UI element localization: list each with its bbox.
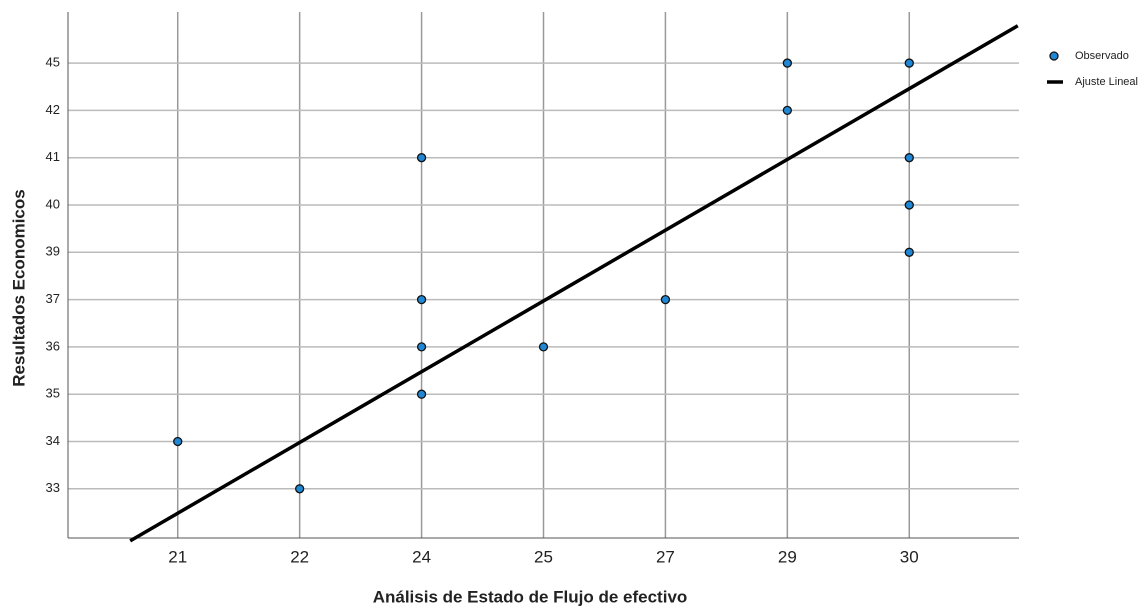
x-tick-label: 22	[290, 547, 309, 566]
point	[173, 436, 183, 447]
fit-line	[129, 24, 1019, 543]
x-tick-label: 25	[534, 547, 553, 566]
point	[416, 389, 427, 399]
x-tick-label: 29	[778, 547, 797, 566]
y-axis-title: Resultados Economicos	[9, 189, 28, 386]
y-tick-label: 42	[46, 102, 60, 117]
x-tick-label: 30	[900, 547, 919, 566]
point	[538, 342, 549, 352]
point	[416, 153, 427, 163]
legend-label: Observado	[1075, 50, 1129, 62]
point	[416, 294, 427, 305]
point	[660, 294, 671, 305]
x-axis-title: Análisis de Estado de Flujo de efectivo	[373, 587, 688, 606]
point	[782, 58, 792, 68]
y-tick-label: 39	[46, 244, 60, 259]
y-tick-label: 33	[46, 480, 60, 495]
y-tick-label: 36	[46, 338, 60, 353]
y-tick-label: 35	[46, 386, 60, 401]
legend-swatch	[1049, 51, 1059, 61]
point	[904, 153, 914, 163]
y-tick-label: 40	[46, 196, 60, 211]
point	[416, 342, 427, 352]
x-tick-label: 27	[656, 547, 675, 566]
y-tick-label: 45	[46, 55, 60, 70]
point	[904, 247, 914, 257]
point	[904, 200, 914, 210]
point	[904, 58, 914, 68]
y-tick-label: 37	[46, 291, 60, 306]
y-tick-label: 41	[46, 149, 60, 164]
legend-label: Ajuste Lineal	[1075, 76, 1138, 88]
point	[782, 105, 792, 116]
x-tick-label: 24	[412, 547, 431, 566]
point	[295, 484, 305, 494]
x-tick-label: 21	[168, 547, 187, 566]
y-tick-label: 34	[46, 433, 60, 448]
